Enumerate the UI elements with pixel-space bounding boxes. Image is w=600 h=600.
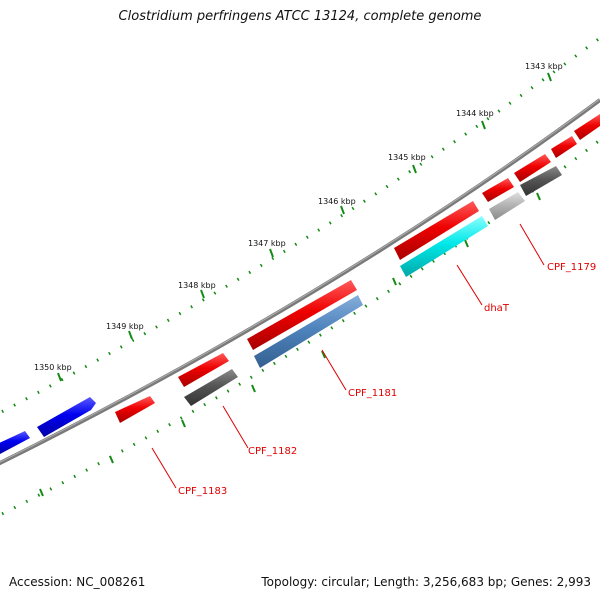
gene-arrow-red[interactable] [514, 154, 551, 182]
gene-label-dhat[interactable]: dhaT [484, 303, 510, 314]
tick-label: 1345 kbp [388, 153, 426, 162]
inner-major-tick [464, 239, 469, 248]
leader-line-cpf-1182 [222, 405, 249, 449]
gene-arrow-red[interactable] [115, 396, 155, 423]
inner-major-tick [321, 350, 326, 359]
gene-arrow-dark-gray[interactable] [520, 166, 562, 196]
genome-summary-text: Topology: circular; Length: 3,256,683 bp… [261, 575, 591, 589]
gene-label-cpf-1182[interactable]: CPF_1182 [248, 446, 297, 457]
tick-label: 1347 kbp [248, 239, 286, 248]
genome-backbone-highlight [0, 98, 600, 463]
major-tick [200, 289, 205, 299]
genome-backbone [0, 98, 600, 466]
major-tick [481, 120, 486, 130]
tick-label: 1346 kbp [318, 197, 356, 206]
tick-label: 1350 kbp [34, 363, 72, 372]
major-tick [412, 164, 417, 174]
inner-major-tick [39, 488, 44, 497]
tick-label: 1348 kbp [178, 281, 216, 290]
major-tick [547, 72, 552, 82]
gene-leader-lines [151, 223, 545, 489]
gene-arrow-red[interactable] [394, 201, 479, 260]
inner-major-tick [181, 419, 186, 428]
gene-arrow-red[interactable] [551, 136, 577, 158]
gene-arrow-blue[interactable] [0, 431, 30, 454]
major-tick [128, 330, 133, 340]
gene-label-cpf-1179[interactable]: CPF_1179 [547, 262, 596, 273]
leader-line-cpf-1183 [151, 447, 177, 489]
leader-line-cpf-1181 [321, 349, 347, 391]
inner-major-tick [392, 277, 397, 286]
gene-label-cpf-1181[interactable]: CPF_1181 [348, 388, 397, 399]
major-tick [340, 205, 345, 215]
gene-arrow-red[interactable] [574, 114, 600, 140]
map-title: Clostridium perfringens ATCC 13124, comp… [118, 9, 482, 24]
major-ticks [57, 72, 552, 382]
gene-arrow-dark-gray[interactable] [184, 369, 238, 406]
gene-label-cpf-1183[interactable]: CPF_1183 [178, 486, 227, 497]
gene-arrow-red[interactable] [178, 353, 229, 387]
accession-text: Accession: NC_008261 [9, 575, 146, 589]
inner-major-tick [536, 192, 541, 201]
reverse-strand-genes [184, 166, 562, 406]
gene-arrow-cyan[interactable] [400, 216, 488, 277]
gene-arrow-red[interactable] [247, 280, 357, 350]
gene-arrow-steel-blue[interactable] [254, 295, 363, 368]
leader-line-cpf-1179 [519, 223, 545, 266]
gene-arrow-red[interactable] [482, 178, 514, 202]
leader-line-dhat [456, 264, 483, 306]
major-tick [57, 372, 62, 382]
outer-tick-ruler [0, 36, 600, 415]
gene-arrow-light-gray[interactable] [489, 192, 525, 220]
tick-label: 1344 kbp [456, 109, 494, 118]
tick-label: 1343 kbp [525, 62, 563, 71]
forward-strand-genes [0, 114, 600, 454]
gene-arrow-blue[interactable] [37, 397, 96, 437]
major-tick [269, 248, 274, 258]
inner-major-tick [251, 384, 256, 393]
tick-label: 1349 kbp [106, 322, 144, 331]
inner-major-ticks [39, 192, 541, 497]
inner-major-tick [109, 455, 114, 464]
